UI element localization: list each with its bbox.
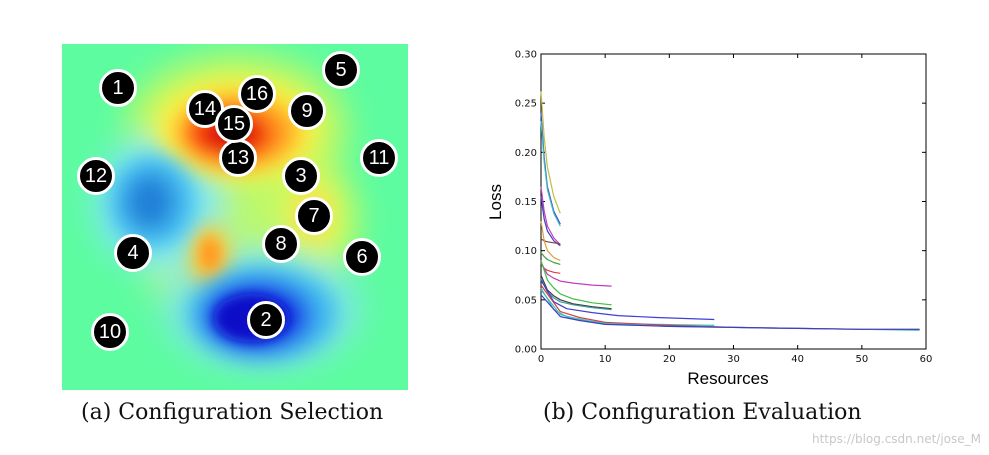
x-tick-label: 10: [599, 354, 612, 365]
x-tick-label: 50: [855, 354, 868, 365]
marker-label: 15: [222, 113, 246, 135]
marker-label: 8: [275, 233, 287, 255]
config-marker[interactable]: 4: [114, 234, 152, 272]
loss-curve-7: [540, 221, 561, 262]
marker-label: 10: [98, 321, 122, 343]
loss-curve-1: [540, 91, 561, 214]
watermark: https://blog.csdn.net/jose_M: [811, 432, 981, 446]
configuration-selection-heatmap: 1 2 3 4 5 6 7 8 9 10 11 12 13 14 15 16: [62, 44, 408, 390]
loss-curve-5: [540, 196, 561, 247]
marker-label: 13: [226, 147, 250, 169]
y-tick-label: 0.25: [515, 99, 537, 110]
marker-label: 4: [127, 242, 139, 264]
config-marker[interactable]: 10: [91, 313, 129, 351]
config-marker[interactable]: 11: [360, 139, 398, 177]
config-marker[interactable]: 9: [288, 92, 326, 130]
marker-label: 9: [301, 100, 313, 122]
config-marker[interactable]: 5: [322, 51, 360, 89]
loss-curve-6: [540, 238, 561, 245]
x-tick-label: 30: [727, 354, 740, 365]
loss-curve-15: [540, 287, 715, 326]
config-marker[interactable]: 16: [238, 75, 276, 113]
marker-label: 7: [308, 205, 320, 227]
y-axis-label: Loss: [486, 184, 505, 220]
marker-label: 1: [112, 77, 124, 99]
marker-label: 11: [368, 147, 390, 169]
loss-curve-3: [540, 120, 561, 227]
config-marker[interactable]: 2: [247, 301, 285, 339]
config-marker[interactable]: 12: [77, 157, 115, 195]
loss-curves: [540, 91, 920, 331]
marker-label: 6: [356, 246, 368, 268]
marker-label: 16: [245, 83, 269, 105]
marker-label: 3: [295, 165, 307, 187]
marker-label: 5: [335, 59, 347, 81]
loss-curve-17: [540, 289, 920, 331]
caption-b: (b) Configuration Evaluation: [543, 400, 862, 425]
marker-label: 2: [260, 309, 272, 331]
y-tick-label: 0.05: [515, 295, 537, 306]
loss-curve-4: [540, 186, 561, 246]
config-marker[interactable]: 3: [282, 157, 320, 195]
x-axis-label: Resources: [687, 369, 768, 388]
config-marker[interactable]: 6: [343, 238, 381, 276]
marker-label: 12: [84, 165, 108, 187]
loss-curve-10: [540, 262, 612, 287]
y-tick-label: 0.30: [515, 50, 537, 61]
y-tick-label: 0.00: [515, 345, 537, 356]
config-marker[interactable]: 15: [215, 105, 253, 143]
axis-ticks: 0 10 20 30 40 50 60 0.00 0.05 0.10 0.15 0.20 0.25 0.3…: [515, 50, 933, 366]
marker-label: 14: [193, 98, 217, 120]
plot-frame: [540, 53, 927, 350]
config-marker[interactable]: 1: [99, 69, 137, 107]
loss-curve-18: [540, 294, 920, 330]
caption-a: (a) Configuration Selection: [81, 400, 384, 425]
y-tick-label: 0.20: [515, 148, 537, 159]
x-tick-label: 20: [663, 354, 676, 365]
config-marker[interactable]: 8: [262, 225, 300, 263]
config-marker[interactable]: 7: [295, 197, 333, 235]
y-tick-label: 0.15: [515, 197, 537, 208]
loss-curve-8: [540, 252, 561, 265]
x-tick-label: 60: [920, 354, 933, 365]
x-tick-label: 0: [538, 354, 544, 365]
x-tick-label: 40: [791, 354, 804, 365]
loss-curve-11: [540, 260, 612, 306]
y-tick-label: 0.10: [515, 246, 537, 257]
